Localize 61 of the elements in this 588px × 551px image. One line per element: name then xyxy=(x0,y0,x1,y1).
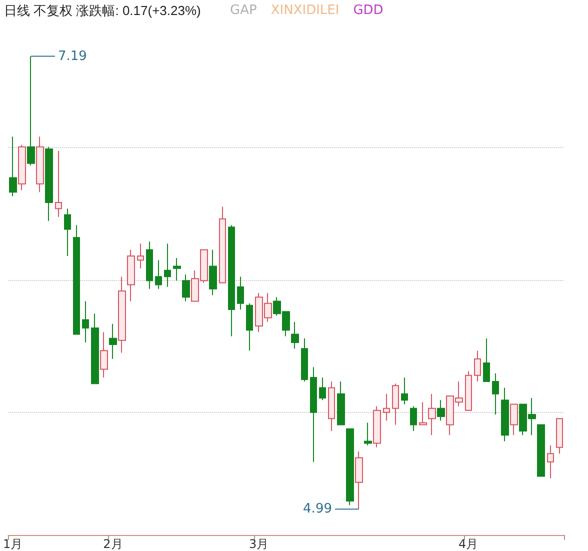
candlestick xyxy=(310,366,317,462)
candlestick xyxy=(173,258,181,282)
candlestick xyxy=(18,144,26,191)
x-tick-label: 4月 xyxy=(458,537,478,551)
candlestick xyxy=(419,402,427,426)
candlestick xyxy=(100,332,108,378)
candlestick xyxy=(36,136,44,193)
candlestick xyxy=(465,370,472,411)
x-tick-label: 3月 xyxy=(248,537,269,551)
candlestick xyxy=(410,406,417,432)
candlestick xyxy=(109,323,117,360)
candlestick xyxy=(73,224,80,335)
candlestick xyxy=(137,243,144,269)
text: GDD xyxy=(353,3,384,18)
candlestick xyxy=(437,400,445,422)
candlestick xyxy=(510,404,518,436)
annotation: 4.99 xyxy=(303,502,332,517)
candlestick xyxy=(556,418,563,454)
candlestick xyxy=(146,241,153,290)
x-tick-label: 2月 xyxy=(103,537,123,551)
candlestick xyxy=(9,136,17,197)
x-tick-label: 1月 xyxy=(2,537,23,551)
text: XINXIDILEI xyxy=(270,3,340,18)
candlestick xyxy=(383,393,390,422)
candlestick xyxy=(209,249,217,296)
candlestick xyxy=(501,387,509,442)
candlestick xyxy=(364,422,372,446)
candlestick xyxy=(45,146,53,222)
candlestick xyxy=(127,249,135,302)
candlestick xyxy=(355,451,363,510)
candlestick xyxy=(301,338,308,382)
candlestick xyxy=(392,383,399,426)
candlestick xyxy=(547,444,554,479)
candlestick xyxy=(27,56,35,166)
annotation: 7.19 xyxy=(58,48,87,64)
candlestick xyxy=(228,224,235,337)
candlestick xyxy=(492,372,499,415)
candlestick xyxy=(474,350,481,382)
candlestick xyxy=(182,274,190,302)
candlestick xyxy=(337,381,345,426)
candlestick xyxy=(164,243,171,288)
candlestick xyxy=(328,381,335,432)
candlestick xyxy=(118,276,126,354)
candlestick xyxy=(346,428,354,506)
candlestick xyxy=(373,406,381,448)
text: GAP xyxy=(230,3,258,18)
candlestick xyxy=(237,276,244,310)
candlestick xyxy=(64,208,71,256)
candlestick xyxy=(219,206,226,284)
candlestick xyxy=(155,260,162,290)
candlestick xyxy=(319,376,326,401)
candlestick xyxy=(428,393,436,436)
chart-title: 日线 不复权 涨跌幅: 0.17(+3.23%) xyxy=(4,3,201,18)
candlestick xyxy=(291,321,299,350)
candlestick xyxy=(401,376,408,405)
candlestick xyxy=(537,424,545,477)
candlestick xyxy=(82,300,89,343)
candlestick xyxy=(246,302,253,352)
candlestick xyxy=(91,313,99,384)
candlestick xyxy=(483,338,490,382)
candlestick xyxy=(55,150,62,218)
